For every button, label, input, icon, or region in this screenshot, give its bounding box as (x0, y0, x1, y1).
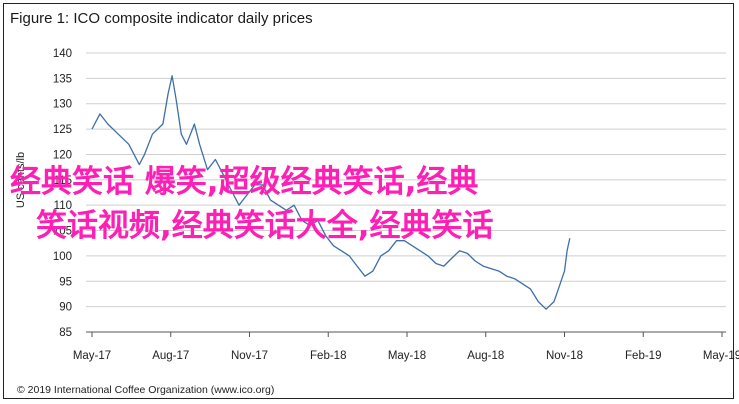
price-series-line (91, 75, 571, 310)
y-tick-labels: 85 90 95 100 105 110 115 120 125 130 135 140 (53, 48, 72, 339)
y-tick-label: 100 (53, 251, 72, 263)
y-axis-title: US cents/lb (15, 152, 27, 208)
y-tick-label: 115 (54, 175, 72, 187)
x-tick-label: May-18 (388, 350, 426, 362)
x-tick-label: Aug-18 (467, 350, 504, 362)
x-tick-label: Nov-17 (231, 350, 268, 362)
y-tick-label: 95 (59, 276, 72, 288)
x-tick-label: May-17 (73, 350, 111, 362)
y-tick-label: 90 (59, 302, 72, 314)
chart-frame (3, 3, 734, 399)
y-tick-label: 85 (59, 327, 72, 339)
chart-title: Figure 1: ICO composite indicator daily … (10, 10, 313, 27)
x-tick-label: Nov-18 (546, 350, 583, 362)
copyright-footer: © 2019 International Coffee Organization… (17, 384, 275, 396)
x-tick-label: May-19 (703, 350, 739, 362)
y-tick-label: 130 (53, 99, 72, 111)
y-tick-label: 140 (53, 48, 72, 60)
y-tick-label: 125 (53, 124, 72, 136)
x-tick-labels: May-17 Aug-17 Nov-17 Feb-18 May-18 Aug-18 Nov-… (73, 350, 739, 362)
y-tick-label: 120 (53, 149, 72, 161)
series-layer (91, 75, 571, 310)
axis-layer (86, 331, 726, 337)
y-tick-label: 135 (53, 73, 72, 85)
y-tick-label: 105 (53, 226, 72, 238)
grid-layer (86, 52, 726, 308)
y-tick-label: 110 (54, 200, 72, 212)
x-tick-label: Feb-18 (310, 350, 346, 362)
x-tick-label: Aug-17 (152, 350, 189, 362)
x-tick-label: Feb-19 (625, 350, 661, 362)
